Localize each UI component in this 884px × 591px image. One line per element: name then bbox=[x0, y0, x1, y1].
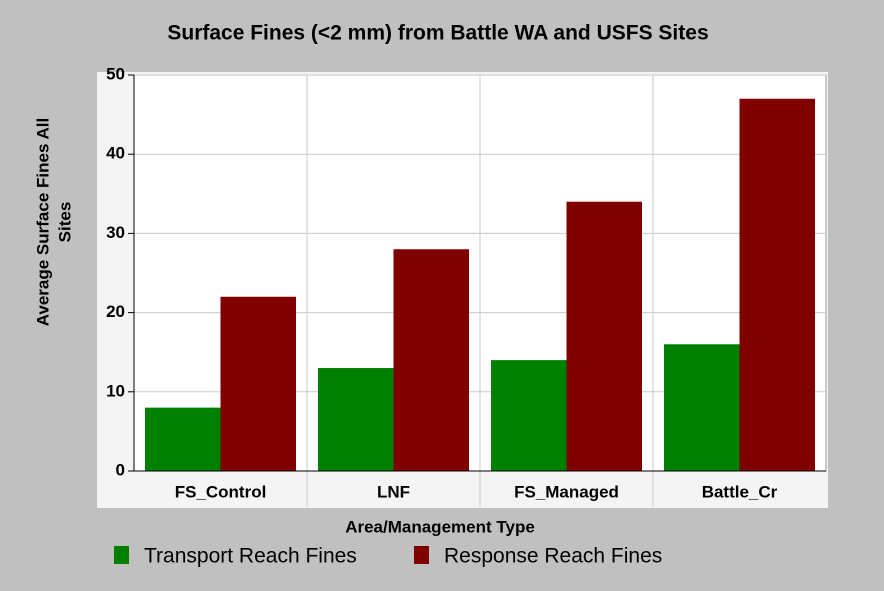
x-axis-label: Area/Management Type bbox=[345, 517, 535, 536]
y-axis-label-line: Average Surface Fines All bbox=[33, 118, 52, 327]
x-tick-label: FS_Control bbox=[175, 482, 267, 501]
bar bbox=[145, 407, 221, 471]
y-tick-label: 50 bbox=[106, 64, 125, 83]
bar bbox=[220, 296, 296, 471]
legend-label: Transport Reach Fines bbox=[144, 545, 357, 568]
x-tick-label: Battle_Cr bbox=[702, 482, 778, 501]
y-tick-label: 10 bbox=[106, 381, 125, 400]
bar bbox=[491, 360, 567, 471]
y-axis-label-line: Sites bbox=[55, 202, 74, 243]
y-tick-label: 40 bbox=[106, 144, 125, 163]
bar bbox=[739, 98, 815, 471]
y-tick-label: 0 bbox=[116, 460, 125, 479]
bar bbox=[664, 344, 740, 471]
y-tick-label: 30 bbox=[106, 223, 125, 242]
chart-title: Surface Fines (<2 mm) from Battle WA and… bbox=[167, 22, 708, 45]
legend-swatch bbox=[414, 546, 429, 564]
legend-label: Response Reach Fines bbox=[444, 545, 662, 568]
x-tick-label: FS_Managed bbox=[514, 482, 619, 501]
x-tick-label: LNF bbox=[377, 482, 410, 501]
bar bbox=[566, 201, 642, 471]
y-tick-label: 20 bbox=[106, 302, 125, 321]
y-axis-label: Average Surface Fines All Sites bbox=[33, 118, 74, 327]
bar bbox=[393, 249, 469, 471]
bar bbox=[318, 368, 394, 471]
legend-swatch bbox=[114, 546, 129, 564]
